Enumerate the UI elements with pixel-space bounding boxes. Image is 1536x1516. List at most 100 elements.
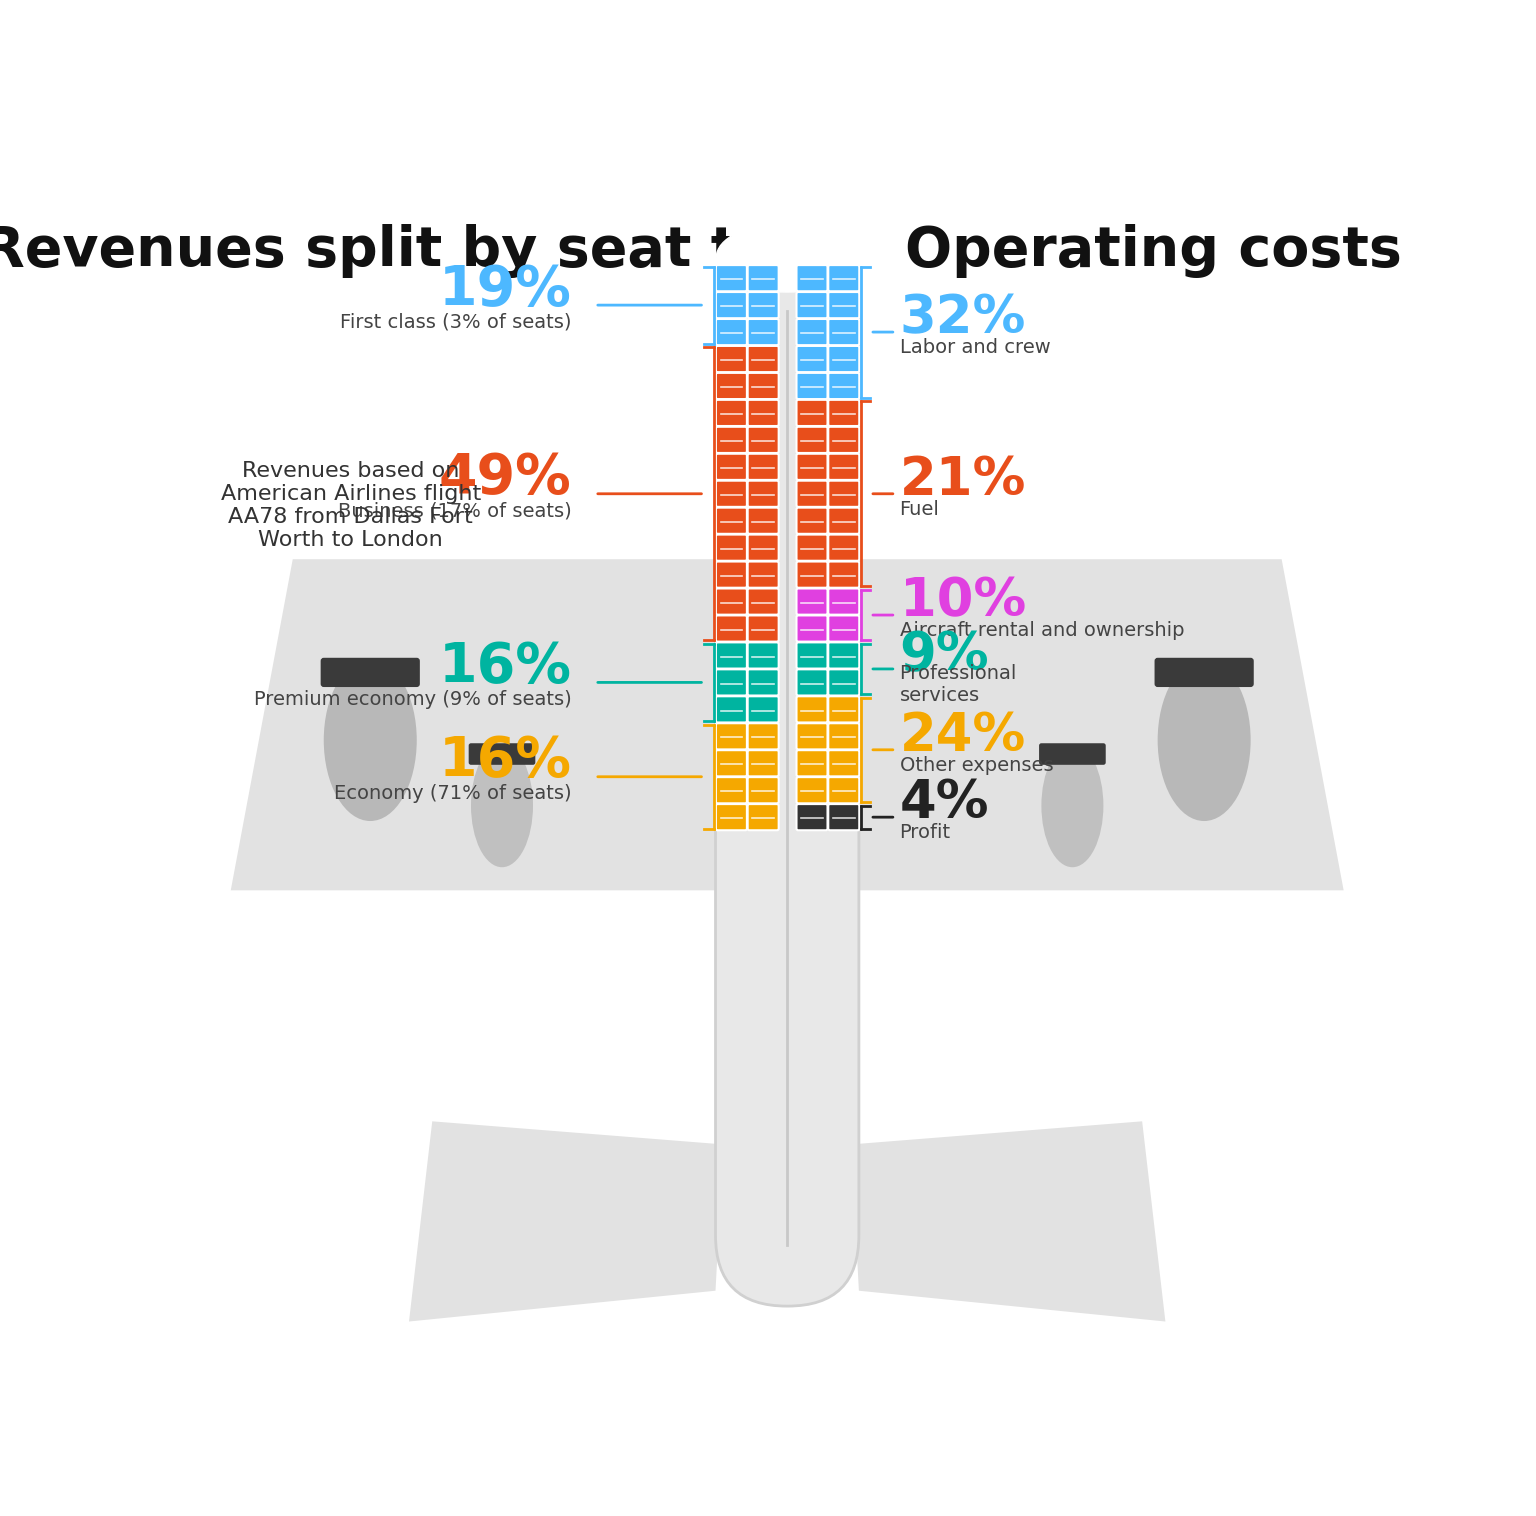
FancyBboxPatch shape (716, 778, 746, 803)
FancyBboxPatch shape (828, 481, 859, 506)
Text: 49%: 49% (439, 452, 571, 505)
FancyBboxPatch shape (828, 588, 859, 614)
Text: 16%: 16% (439, 734, 571, 788)
FancyBboxPatch shape (748, 400, 779, 426)
Text: Other expenses: Other expenses (900, 755, 1054, 775)
Text: 4%: 4% (900, 778, 989, 829)
Ellipse shape (716, 223, 859, 293)
FancyBboxPatch shape (1038, 743, 1106, 764)
Text: 32%: 32% (900, 293, 1026, 344)
FancyBboxPatch shape (716, 670, 746, 696)
FancyBboxPatch shape (748, 778, 779, 803)
FancyBboxPatch shape (716, 318, 746, 346)
FancyBboxPatch shape (797, 346, 828, 371)
FancyBboxPatch shape (797, 778, 828, 803)
FancyBboxPatch shape (797, 453, 828, 481)
FancyBboxPatch shape (748, 293, 779, 318)
FancyBboxPatch shape (716, 803, 746, 831)
FancyBboxPatch shape (797, 400, 828, 426)
FancyBboxPatch shape (828, 561, 859, 588)
FancyBboxPatch shape (716, 400, 746, 426)
FancyBboxPatch shape (828, 265, 859, 291)
Text: 16%: 16% (439, 640, 571, 694)
FancyBboxPatch shape (797, 723, 828, 749)
Ellipse shape (472, 744, 533, 867)
Text: Operating costs: Operating costs (905, 224, 1401, 279)
FancyBboxPatch shape (828, 293, 859, 318)
Polygon shape (859, 559, 1344, 890)
FancyBboxPatch shape (748, 346, 779, 371)
Ellipse shape (1041, 744, 1103, 867)
FancyBboxPatch shape (797, 803, 828, 831)
FancyBboxPatch shape (716, 696, 746, 723)
FancyBboxPatch shape (828, 670, 859, 696)
FancyBboxPatch shape (716, 293, 746, 318)
FancyBboxPatch shape (828, 346, 859, 371)
FancyBboxPatch shape (716, 346, 746, 371)
FancyBboxPatch shape (748, 723, 779, 749)
FancyBboxPatch shape (797, 428, 828, 453)
Text: Premium economy (9% of seats): Premium economy (9% of seats) (253, 690, 571, 709)
Text: Professional
services: Professional services (900, 664, 1017, 705)
FancyBboxPatch shape (748, 561, 779, 588)
FancyBboxPatch shape (748, 643, 779, 669)
FancyBboxPatch shape (748, 373, 779, 399)
Text: Aircraft rental and ownership: Aircraft rental and ownership (900, 622, 1184, 640)
FancyBboxPatch shape (716, 723, 746, 749)
FancyBboxPatch shape (828, 428, 859, 453)
FancyBboxPatch shape (748, 453, 779, 481)
Text: Revenues split by seat type: Revenues split by seat type (0, 224, 851, 279)
FancyBboxPatch shape (716, 481, 746, 506)
Text: Fuel: Fuel (900, 500, 940, 518)
FancyBboxPatch shape (716, 535, 746, 561)
FancyBboxPatch shape (1155, 658, 1253, 687)
Polygon shape (409, 1122, 723, 1322)
FancyBboxPatch shape (748, 428, 779, 453)
FancyBboxPatch shape (716, 250, 859, 1307)
FancyBboxPatch shape (716, 561, 746, 588)
Text: 24%: 24% (900, 709, 1026, 763)
FancyBboxPatch shape (716, 643, 746, 669)
FancyBboxPatch shape (828, 803, 859, 831)
FancyBboxPatch shape (716, 508, 746, 534)
FancyBboxPatch shape (797, 318, 828, 346)
Text: 9%: 9% (900, 629, 989, 681)
Text: First class (3% of seats): First class (3% of seats) (341, 312, 571, 332)
FancyBboxPatch shape (828, 318, 859, 346)
FancyBboxPatch shape (748, 803, 779, 831)
FancyBboxPatch shape (828, 535, 859, 561)
FancyBboxPatch shape (468, 743, 536, 764)
FancyBboxPatch shape (748, 696, 779, 723)
FancyBboxPatch shape (828, 400, 859, 426)
FancyBboxPatch shape (716, 750, 746, 776)
FancyBboxPatch shape (716, 615, 746, 641)
FancyBboxPatch shape (797, 615, 828, 641)
FancyBboxPatch shape (828, 373, 859, 399)
Text: Economy (71% of seats): Economy (71% of seats) (335, 784, 571, 803)
FancyBboxPatch shape (748, 670, 779, 696)
FancyBboxPatch shape (716, 373, 746, 399)
FancyBboxPatch shape (828, 453, 859, 481)
Text: 10%: 10% (900, 575, 1026, 628)
FancyBboxPatch shape (797, 750, 828, 776)
FancyBboxPatch shape (716, 588, 746, 614)
Text: 19%: 19% (439, 262, 571, 317)
FancyBboxPatch shape (828, 643, 859, 669)
FancyBboxPatch shape (797, 643, 828, 669)
FancyBboxPatch shape (797, 670, 828, 696)
FancyBboxPatch shape (828, 750, 859, 776)
FancyBboxPatch shape (828, 508, 859, 534)
FancyBboxPatch shape (828, 778, 859, 803)
Ellipse shape (324, 659, 416, 822)
Ellipse shape (1158, 659, 1250, 822)
FancyBboxPatch shape (748, 508, 779, 534)
FancyBboxPatch shape (321, 658, 419, 687)
FancyBboxPatch shape (797, 535, 828, 561)
FancyBboxPatch shape (748, 481, 779, 506)
FancyBboxPatch shape (797, 293, 828, 318)
FancyBboxPatch shape (797, 373, 828, 399)
FancyBboxPatch shape (797, 561, 828, 588)
FancyBboxPatch shape (828, 615, 859, 641)
FancyBboxPatch shape (797, 265, 828, 291)
Polygon shape (230, 559, 716, 890)
